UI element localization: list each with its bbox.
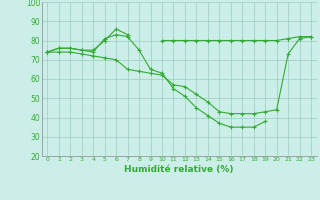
X-axis label: Humidité relative (%): Humidité relative (%) <box>124 165 234 174</box>
